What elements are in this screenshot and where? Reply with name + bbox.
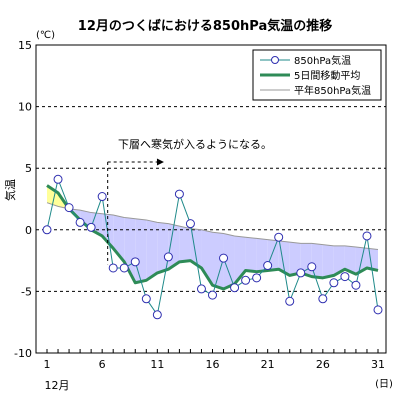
data-point: [241, 275, 251, 285]
data-point: [274, 232, 284, 242]
legend-label-2: 平年850hPa気温: [294, 84, 371, 97]
x-unit: (日): [375, 379, 393, 390]
data-point: [252, 273, 262, 283]
data-point: [307, 262, 317, 272]
data-point: [340, 272, 350, 282]
y-tick-label: -10: [14, 347, 32, 360]
below-normal-fill: [333, 245, 345, 276]
annotation-text: 下層へ寒気が入るようになる。: [118, 137, 272, 151]
data-point: [318, 294, 328, 304]
data-point: [119, 263, 129, 273]
data-point: [97, 192, 107, 202]
legend: 850hPa気温 5日間移動平均 平年850hPa気温: [252, 49, 382, 101]
y-axis-ticks: 15 10 5 0 -5 -10: [14, 39, 32, 360]
x-tick-label: 1: [44, 358, 51, 371]
data-point: [42, 225, 52, 235]
series-line-1: [46, 184, 379, 291]
below-normal-fill: [179, 226, 191, 262]
below-normal-fill: [223, 233, 235, 289]
data-point: [141, 294, 151, 304]
series-line-2: [46, 202, 379, 251]
x-tick-label: 26: [316, 358, 330, 371]
data-point: [64, 203, 74, 213]
below-normal-fill: [278, 240, 290, 276]
y-axis-label: 気温: [3, 179, 17, 201]
y-tick-label: 10: [18, 101, 32, 114]
below-normal-fill: [344, 245, 356, 275]
data-point: [163, 252, 173, 262]
data-point: [285, 296, 295, 306]
data-point: [108, 263, 118, 273]
x-tick-label: 11: [150, 358, 164, 371]
y-unit: (℃): [36, 30, 55, 41]
data-point: [86, 222, 96, 232]
data-point: [329, 278, 339, 288]
data-point: [75, 217, 85, 227]
x-axis-ticks: 1 6 11 16 21 26 31: [44, 349, 385, 371]
x-tick-label: 31: [371, 358, 385, 371]
x-month-label: 12月: [45, 379, 70, 392]
y-tick-label: 5: [25, 162, 32, 175]
x-tick-label: 6: [99, 358, 106, 371]
x-tick-label: 21: [261, 358, 275, 371]
data-point: [174, 189, 184, 199]
y-tick-label: 0: [25, 224, 32, 237]
data-point: [373, 305, 383, 315]
data-point: [53, 174, 63, 184]
data-point: [296, 268, 306, 278]
data-point: [362, 231, 372, 241]
legend-label-1: 5日間移動平均: [294, 69, 360, 82]
data-point: [219, 253, 229, 263]
data-point: [152, 310, 162, 320]
data-point: [263, 261, 273, 271]
data-point: [208, 290, 217, 300]
series-markers: [42, 174, 383, 320]
below-normal-fill: [135, 218, 147, 283]
below-normal-fill: [289, 242, 301, 276]
annotation-arrow-head: [156, 158, 164, 166]
y-tick-label: -5: [21, 285, 32, 298]
data-point: [130, 257, 140, 267]
below-normal-fill: [212, 232, 224, 289]
chart-title: 12月のつくばにおける850hPa気温の推移: [78, 18, 332, 34]
data-point: [351, 280, 361, 290]
below-normal-fill: [245, 237, 257, 272]
below-normal-fill: [322, 244, 334, 278]
data-point: [196, 284, 206, 294]
y-tick-label: 15: [18, 39, 32, 52]
annotation: 下層へ寒気が入るようになる。: [107, 137, 272, 265]
x-tick-label: 16: [206, 358, 220, 371]
legend-label-0: 850hPa気温: [294, 54, 351, 67]
below-normal-fill: [146, 219, 158, 281]
data-point: [230, 283, 240, 293]
deviation-fills: [47, 185, 378, 289]
legend-marker-0: [271, 56, 279, 64]
data-point: [185, 219, 195, 229]
above-normal-fill: [47, 185, 59, 207]
